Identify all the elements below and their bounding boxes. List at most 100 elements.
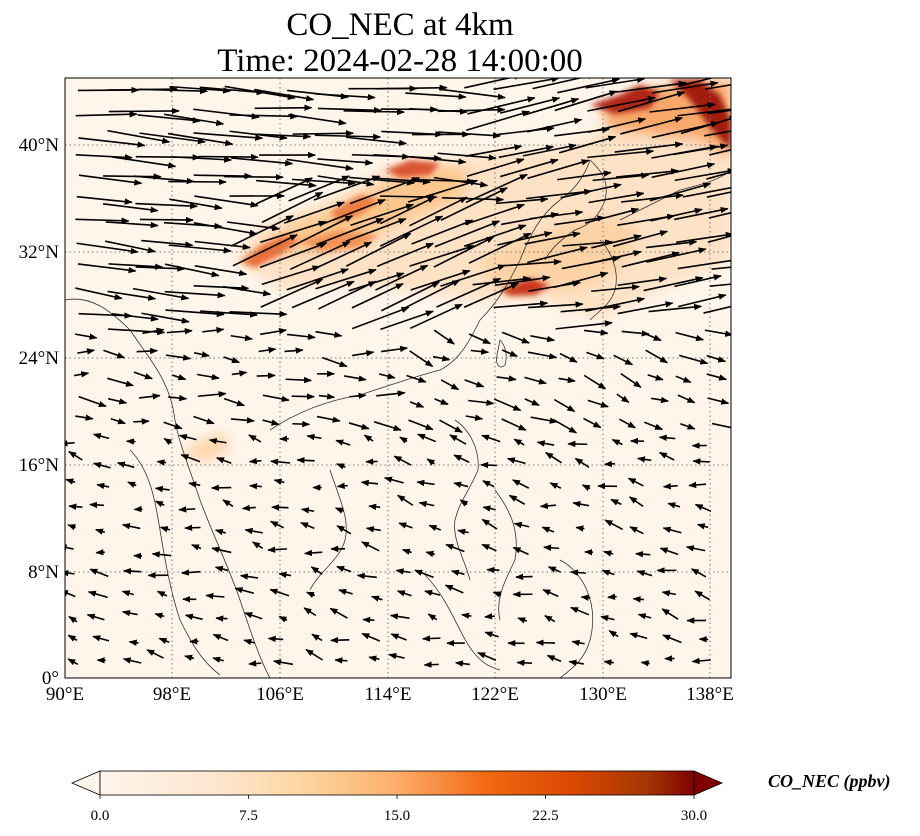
wind-arrow bbox=[438, 88, 506, 100]
wind-arrow bbox=[560, 303, 622, 313]
wind-arrow bbox=[523, 97, 580, 116]
wind-arrow bbox=[184, 654, 195, 661]
wind-arrow bbox=[482, 480, 495, 488]
wind-arrow bbox=[260, 220, 327, 243]
wind-arrow bbox=[336, 463, 346, 470]
wind-arrow bbox=[105, 221, 159, 229]
wind-arrow bbox=[223, 397, 245, 407]
wind-arrow bbox=[610, 498, 622, 506]
wind-arrow bbox=[575, 525, 585, 532]
wind-arrow bbox=[193, 222, 258, 236]
wind-arrow bbox=[637, 456, 652, 463]
wind-arrow bbox=[557, 78, 621, 94]
wind-arrow bbox=[376, 84, 448, 92]
wind-arrow bbox=[711, 266, 731, 270]
wind-arrow bbox=[296, 457, 315, 464]
wind-arrow bbox=[645, 349, 668, 364]
wind-arrow bbox=[508, 494, 526, 505]
wind-arrow bbox=[65, 569, 75, 577]
wind-arrow bbox=[111, 313, 159, 322]
wind-arrow bbox=[68, 450, 83, 461]
wind-arrow bbox=[107, 377, 134, 387]
wind-arrow bbox=[68, 615, 78, 624]
wind-arrow bbox=[439, 419, 463, 434]
wind-arrow bbox=[258, 346, 277, 354]
wind-arrow bbox=[234, 587, 255, 595]
wind-arrow bbox=[506, 457, 526, 465]
wind-arrow bbox=[154, 485, 170, 493]
wind-arrow bbox=[138, 87, 208, 95]
wind-arrow bbox=[493, 300, 549, 309]
wind-arrow bbox=[399, 436, 408, 444]
wind-arrow bbox=[67, 634, 78, 642]
wind-arrow bbox=[224, 173, 284, 181]
wind-arrow bbox=[651, 162, 716, 179]
wind-arrow bbox=[248, 434, 262, 443]
wind-arrow bbox=[107, 397, 128, 405]
wind-arrow bbox=[433, 329, 455, 345]
wind-arrow bbox=[647, 374, 664, 381]
wind-arrow bbox=[524, 376, 547, 385]
wind-arrow bbox=[674, 206, 729, 221]
wind-arrow bbox=[492, 591, 502, 598]
wind-arrow bbox=[108, 263, 164, 270]
wind-arrow bbox=[704, 130, 731, 137]
map-title-line1: CO_NEC at 4km bbox=[286, 7, 514, 43]
wind-arrow bbox=[558, 135, 617, 154]
wind-arrow bbox=[108, 107, 180, 115]
wind-arrow bbox=[254, 133, 312, 140]
wind-arrow bbox=[584, 207, 640, 224]
wind-arrow bbox=[408, 419, 434, 431]
wind-arrow bbox=[464, 78, 523, 89]
wind-arrow bbox=[621, 192, 684, 203]
wind-arrow bbox=[468, 333, 491, 345]
wind-arrow bbox=[317, 106, 382, 114]
wind-arrow bbox=[501, 331, 530, 344]
colorbar-gradient bbox=[99, 770, 695, 796]
wind-arrow bbox=[451, 569, 465, 576]
wind-arrow bbox=[496, 196, 549, 205]
wind-arrow bbox=[229, 310, 288, 318]
map-title-line2: Time: 2024-02-28 14:00:00 bbox=[217, 43, 583, 79]
wind-arrow bbox=[93, 462, 111, 469]
wind-arrow bbox=[543, 544, 560, 551]
wind-arrow bbox=[513, 438, 525, 446]
wind-arrow bbox=[163, 437, 173, 446]
wind-arrow bbox=[553, 419, 578, 434]
wind-arrow bbox=[373, 421, 402, 432]
wind-arrow bbox=[291, 178, 356, 187]
lat-tick-label: 24°N bbox=[19, 348, 60, 369]
wind-arrow bbox=[156, 590, 168, 598]
wind-arrow bbox=[704, 329, 731, 337]
wind-arrow bbox=[585, 78, 646, 89]
wind-arrow bbox=[379, 215, 444, 247]
wind-arrow bbox=[658, 434, 676, 442]
wind-arrow bbox=[345, 136, 408, 147]
wind-arrow bbox=[409, 401, 425, 408]
wind-arrow bbox=[229, 113, 299, 120]
wind-arrow bbox=[466, 110, 531, 131]
wind-arrow bbox=[395, 568, 411, 575]
wind-arrow bbox=[545, 451, 562, 464]
wind-arrow bbox=[112, 156, 177, 169]
wind-arrow bbox=[453, 454, 470, 463]
wind-arrow bbox=[661, 590, 677, 597]
wind-arrow bbox=[133, 175, 195, 185]
wind-arrow bbox=[390, 633, 407, 641]
wind-arrow bbox=[604, 519, 624, 531]
wind-arrow bbox=[292, 130, 354, 137]
colorbar-extend-max bbox=[693, 770, 724, 796]
wind-arrow bbox=[677, 259, 731, 270]
wind-arrow bbox=[135, 265, 186, 272]
wind-arrow bbox=[273, 659, 294, 666]
wind-arrow bbox=[244, 527, 263, 535]
wind-arrow bbox=[267, 635, 284, 643]
wind-arrow bbox=[214, 528, 227, 536]
wind-arrow bbox=[466, 158, 525, 178]
wind-arrow bbox=[592, 172, 650, 182]
wind-arrow bbox=[465, 173, 528, 204]
wind-arrow bbox=[75, 154, 133, 161]
wind-arrow bbox=[285, 376, 312, 384]
wind-arrow bbox=[86, 613, 105, 621]
wind-arrow bbox=[694, 590, 710, 601]
